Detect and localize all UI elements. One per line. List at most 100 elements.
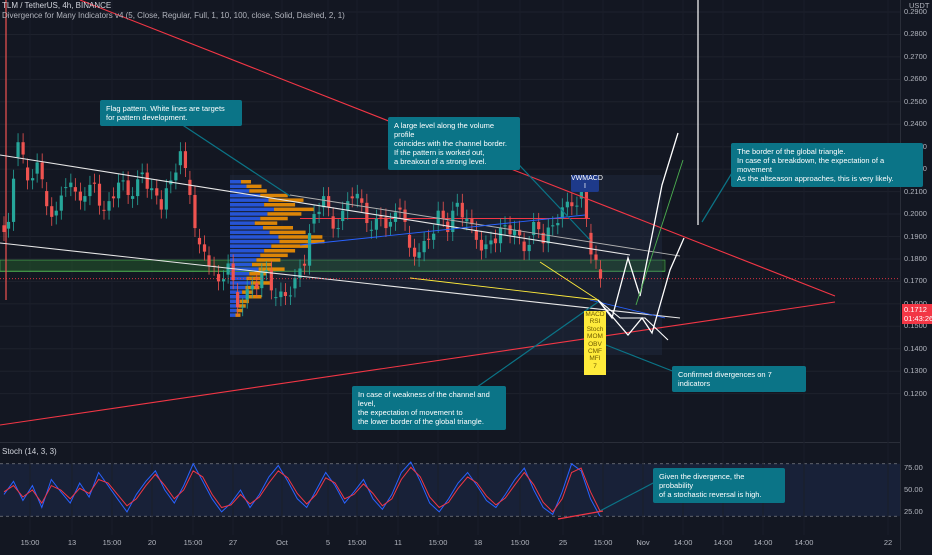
time-tick-label: 15:00 bbox=[347, 538, 367, 547]
volume-profile-bar bbox=[230, 180, 241, 184]
volume-profile-bar bbox=[241, 180, 251, 184]
candle-body bbox=[489, 240, 493, 245]
price-tick-label: 0.1600 bbox=[904, 299, 932, 308]
channel-upper bbox=[0, 154, 631, 256]
price-tick-label: 0.1900 bbox=[904, 231, 927, 241]
candle-body bbox=[59, 195, 63, 211]
stoch-reversal-note[interactable]: Given the divergence, the probability of… bbox=[653, 468, 785, 503]
volume-profile-bar bbox=[278, 235, 323, 239]
volume-profile-bar bbox=[230, 313, 236, 317]
volume-profile-bar bbox=[260, 216, 288, 221]
volume-profile-bar bbox=[230, 221, 255, 225]
channel-weakness-note[interactable]: In case of weakness of the channel and l… bbox=[352, 386, 506, 430]
last-price-value: 0.1712 bbox=[904, 305, 927, 314]
divergence-item: Stoch bbox=[586, 325, 604, 333]
volume-profile-bar bbox=[230, 235, 279, 239]
candle-body bbox=[202, 244, 207, 252]
target-path-mid bbox=[597, 237, 685, 337]
candle-body bbox=[126, 180, 130, 195]
global-triangle-lower bbox=[0, 301, 836, 426]
candle-body bbox=[159, 199, 163, 210]
candle-body bbox=[111, 196, 116, 199]
candle-body bbox=[403, 209, 407, 222]
candle-body bbox=[183, 151, 188, 169]
volume-profile-bar bbox=[249, 189, 267, 193]
candle-body bbox=[512, 229, 517, 236]
divergences-note[interactable]: Confirmed divergences on 7 indicators bbox=[672, 366, 806, 392]
candle-body bbox=[422, 240, 426, 253]
candle-body bbox=[250, 285, 254, 290]
candle-body bbox=[279, 291, 283, 298]
divergence-item: RSI bbox=[589, 318, 601, 326]
volume-profile-bar bbox=[246, 184, 262, 189]
volume-profile-note[interactable]: A large level along the volume profile c… bbox=[388, 117, 520, 170]
volume-profile-bar bbox=[246, 276, 262, 281]
divergence-list: MACD RSI Stoch MOM OBV CMF MFI 7 bbox=[584, 311, 606, 375]
volume-profile-bar bbox=[264, 249, 296, 253]
candle-body bbox=[560, 207, 564, 219]
volume-profile-bar bbox=[249, 272, 267, 276]
global-triangle-note[interactable]: The border of the global triangle. In ca… bbox=[731, 143, 923, 187]
volume-profile-bar bbox=[254, 221, 278, 225]
volume-profile-bar bbox=[267, 212, 302, 216]
candle-body bbox=[155, 188, 159, 196]
candle-body bbox=[25, 167, 30, 181]
candle-body bbox=[598, 269, 603, 279]
time-tick-label: Oct bbox=[276, 538, 288, 547]
candle-body bbox=[427, 238, 431, 240]
candle-body bbox=[264, 270, 268, 272]
candle-body bbox=[197, 237, 202, 245]
candle-body bbox=[551, 225, 555, 227]
stoch-tick-label: 75.00 bbox=[904, 463, 923, 473]
time-tick-label: 15:00 bbox=[102, 538, 122, 547]
candle-body bbox=[140, 172, 144, 175]
price-tick-label: 0.2700 bbox=[904, 51, 927, 61]
candle-body bbox=[417, 252, 421, 258]
candle-body bbox=[226, 263, 230, 275]
candle-body bbox=[31, 178, 35, 181]
price-tick-label: 0.2100 bbox=[904, 186, 927, 196]
candle-body bbox=[21, 142, 25, 155]
candle-body bbox=[369, 229, 373, 231]
candle-body bbox=[236, 292, 240, 308]
countdown-timer: 01:43:26 bbox=[904, 314, 932, 323]
candle-body bbox=[92, 182, 97, 184]
divergence-item: MFI bbox=[589, 355, 601, 363]
volume-profile-bar bbox=[230, 230, 270, 235]
candle-body bbox=[388, 221, 393, 227]
price-tick-label: 0.2400 bbox=[904, 119, 927, 129]
candle-body bbox=[341, 210, 345, 222]
divergence-line-price bbox=[409, 277, 599, 301]
candle-body bbox=[584, 188, 589, 218]
candle-body bbox=[2, 225, 6, 233]
candle-body bbox=[594, 254, 598, 260]
vwmacd-sub: I bbox=[584, 183, 586, 190]
candle-body bbox=[121, 180, 125, 182]
time-tick-label: 11 bbox=[394, 538, 402, 547]
price-tick-label: 0.2600 bbox=[904, 74, 927, 84]
candle-body bbox=[231, 263, 235, 281]
divergence-item: CMF bbox=[587, 348, 603, 356]
candle-body bbox=[589, 232, 593, 255]
candle-body bbox=[222, 279, 226, 282]
volume-profile-bar bbox=[260, 253, 288, 258]
candle-body bbox=[54, 210, 58, 216]
flag-pattern-note[interactable]: Flag pattern. White lines are targets fo… bbox=[100, 100, 242, 126]
candle-body bbox=[465, 218, 469, 222]
candle-body bbox=[11, 178, 16, 222]
volume-profile-bar bbox=[230, 226, 263, 230]
time-tick-label: 20 bbox=[147, 538, 157, 547]
candle-body bbox=[484, 244, 488, 250]
stoch-series-line bbox=[3, 466, 601, 513]
candle-body bbox=[150, 188, 154, 191]
price-tick-label: 0.1400 bbox=[904, 343, 927, 353]
price-tick-label: 0.1500 bbox=[904, 321, 927, 331]
panel-divider bbox=[0, 442, 900, 443]
candle-body bbox=[307, 233, 312, 266]
divergence-line-price bbox=[539, 261, 599, 301]
volume-profile-bar bbox=[236, 308, 243, 313]
candle-body bbox=[50, 206, 54, 217]
divergence-item: MOM bbox=[587, 333, 603, 341]
